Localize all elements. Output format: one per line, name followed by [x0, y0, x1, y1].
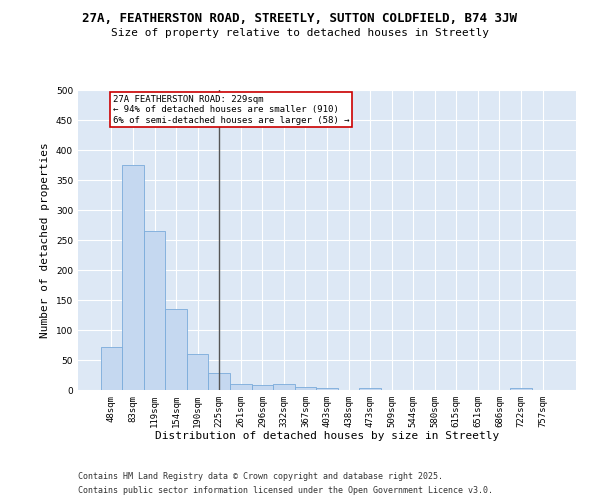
- Bar: [251, 385, 273, 390]
- Bar: [208, 373, 230, 390]
- Bar: [273, 384, 295, 390]
- Bar: [230, 384, 251, 390]
- Text: 27A, FEATHERSTON ROAD, STREETLY, SUTTON COLDFIELD, B74 3JW: 27A, FEATHERSTON ROAD, STREETLY, SUTTON …: [83, 12, 517, 26]
- Bar: [295, 387, 316, 390]
- Text: Contains HM Land Registry data © Crown copyright and database right 2025.: Contains HM Land Registry data © Crown c…: [78, 472, 443, 481]
- Text: Size of property relative to detached houses in Streetly: Size of property relative to detached ho…: [111, 28, 489, 38]
- Bar: [316, 388, 338, 390]
- Text: 27A FEATHERSTON ROAD: 229sqm
← 94% of detached houses are smaller (910)
6% of se: 27A FEATHERSTON ROAD: 229sqm ← 94% of de…: [113, 95, 350, 124]
- Bar: [144, 231, 166, 390]
- Bar: [101, 347, 122, 390]
- Text: Contains public sector information licensed under the Open Government Licence v3: Contains public sector information licen…: [78, 486, 493, 495]
- X-axis label: Distribution of detached houses by size in Streetly: Distribution of detached houses by size …: [155, 432, 499, 442]
- Bar: [166, 309, 187, 390]
- Y-axis label: Number of detached properties: Number of detached properties: [40, 142, 50, 338]
- Bar: [187, 354, 208, 390]
- Bar: [359, 388, 381, 390]
- Bar: [510, 388, 532, 390]
- Bar: [122, 165, 144, 390]
